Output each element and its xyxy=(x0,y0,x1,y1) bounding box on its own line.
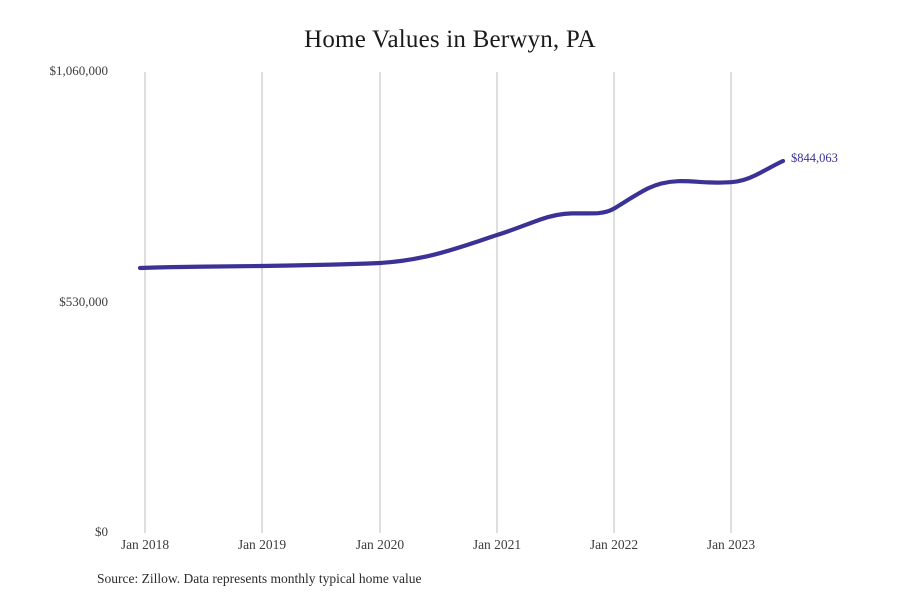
home-value-line xyxy=(137,158,786,271)
y-axis-tick-top: $1,060,000 xyxy=(49,63,109,78)
gridlines xyxy=(144,72,732,533)
page-title: Home Values in Berwyn, PA xyxy=(304,26,596,53)
x-axis-tick-jan-2022: Jan 2022 xyxy=(589,537,639,552)
end-value-annotation: $844,063 xyxy=(791,151,838,165)
x-axis-tick-jan-2019: Jan 2019 xyxy=(237,537,287,552)
x-axis-tick-jan-2021: Jan 2021 xyxy=(472,537,522,552)
x-axis-tick-jan-2018: Jan 2018 xyxy=(120,537,170,552)
y-axis-tick-mid: $530,000 xyxy=(59,294,108,309)
source-note: Source: Zillow. Data represents monthly … xyxy=(97,571,422,586)
x-axis-tick-jan-2023: Jan 2023 xyxy=(706,537,756,552)
x-axis-tick-jan-2020: Jan 2020 xyxy=(355,537,405,552)
y-axis-tick-zero: $0 xyxy=(95,524,108,539)
